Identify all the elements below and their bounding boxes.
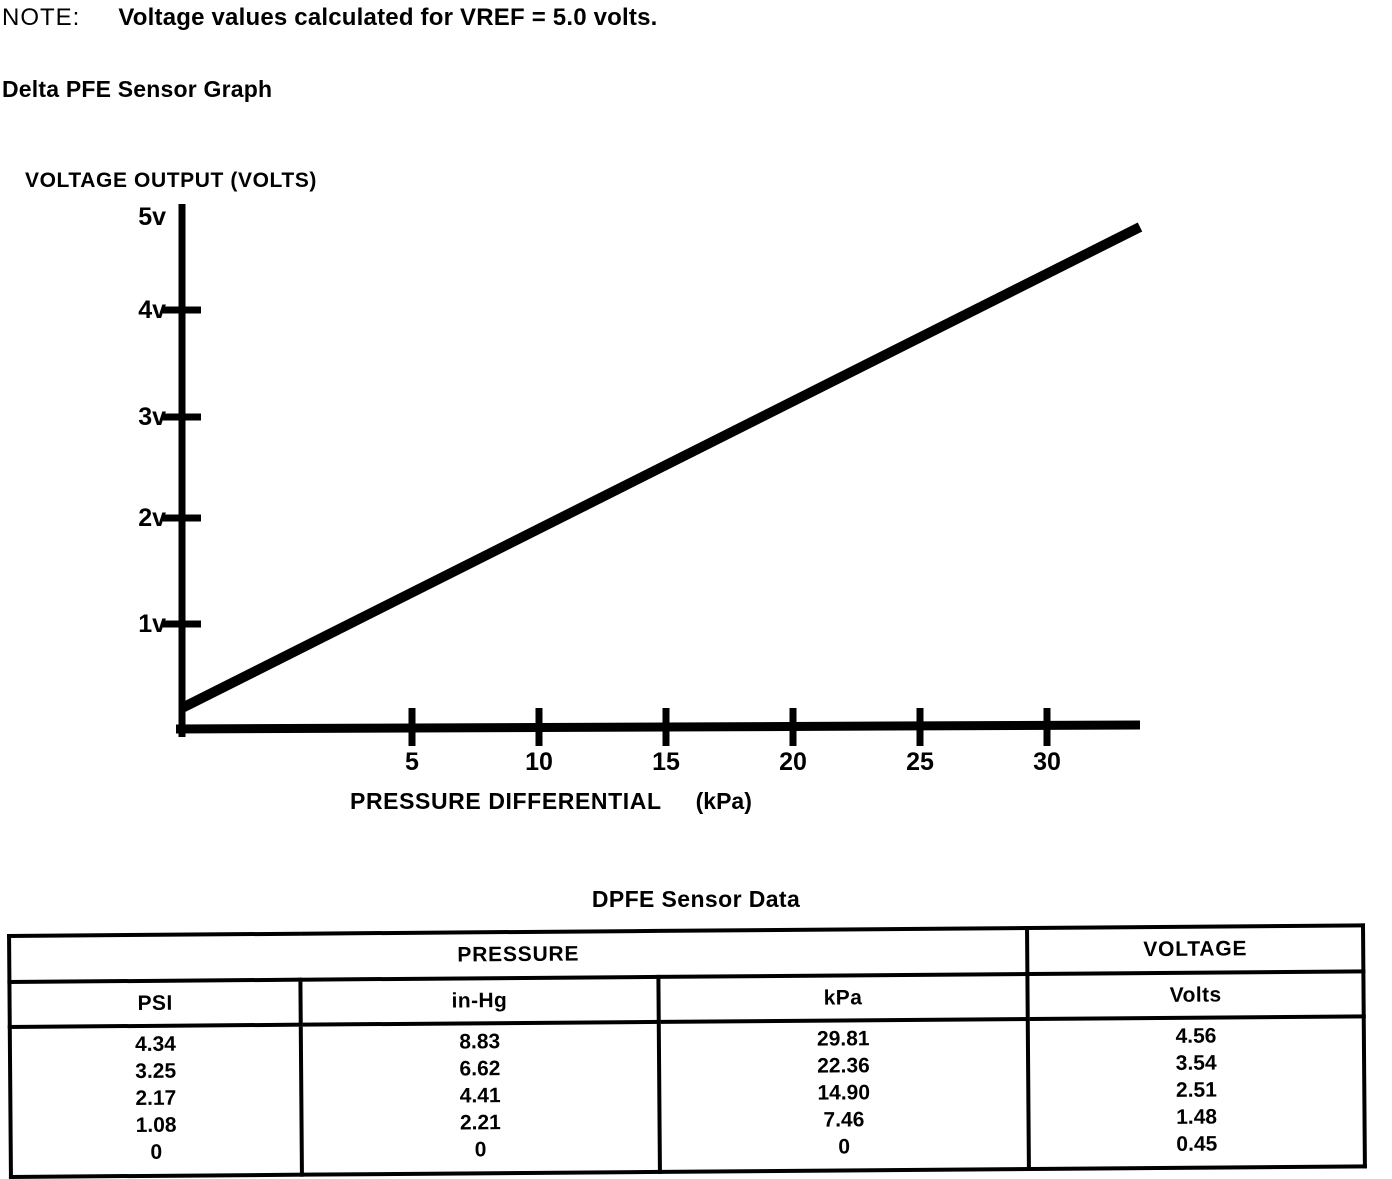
graph-heading: Delta PFE Sensor Graph (2, 76, 273, 102)
x-tick-label-15: 15 (652, 748, 680, 776)
volts-value: 1.48 (1176, 1105, 1218, 1129)
note-row: NOTE: Voltage values calculated for VREF… (2, 4, 658, 32)
table-title: DPFE Sensor Data (591, 886, 801, 912)
inhg-value: 2.21 (459, 1111, 501, 1135)
volts-value: 2.51 (1175, 1078, 1217, 1102)
kpa-value: 0 (838, 1135, 851, 1159)
psi-value: 1.08 (135, 1113, 177, 1137)
column-header-volts: Volts (1027, 971, 1364, 1019)
note-text: Voltage values calculated for VREF = 5.0… (118, 4, 658, 31)
y-tick-label-5v: 5v (138, 203, 166, 231)
psi-value: 4.34 (134, 1032, 176, 1057)
column-header-inhg: in-Hg (300, 976, 659, 1025)
x-tick-label-30: 30 (1033, 748, 1061, 776)
x-tick-label-20: 20 (779, 748, 807, 776)
inhg-value: 0 (474, 1138, 487, 1162)
x-axis-unit: (kPa) (695, 788, 752, 814)
y-tick-label-1v: 1v (138, 610, 166, 638)
table-data-row: 4.34 3.25 2.17 1.08 0 8.83 6.62 4.41 2.2… (9, 1016, 1365, 1177)
psi-value: 3.25 (135, 1059, 177, 1084)
group-header-pressure: PRESSURE (9, 927, 1028, 982)
y-tick-label-4v: 4v (138, 296, 166, 324)
group-header-voltage: VOLTAGE (1027, 925, 1364, 974)
dpfe-sensor-chart: VOLTAGE OUTPUT (VOLTS) 5v 4v 3v 2v 1v 5 … (25, 169, 1143, 815)
x-axis-title: PRESSURE DIFFERENTIAL (kPa) (350, 788, 752, 815)
psi-value: 0 (150, 1140, 163, 1164)
inhg-value: 4.41 (459, 1084, 501, 1108)
inhg-value: 8.83 (459, 1030, 501, 1054)
chart-canvas (163, 204, 1143, 746)
x-tick-label-25: 25 (906, 748, 934, 776)
psi-value: 2.17 (135, 1086, 177, 1110)
x-axis-line (175, 720, 1141, 734)
volts-value: 3.54 (1175, 1051, 1217, 1075)
volts-value: 0.45 (1176, 1132, 1218, 1156)
sensor-data-table-wrap: PRESSURE VOLTAGE PSI in-Hg kPa Volts 4.3… (7, 923, 1367, 1179)
sensor-data-table: PRESSURE VOLTAGE PSI in-Hg kPa Volts 4.3… (7, 923, 1367, 1179)
x-tick-label-5: 5 (405, 748, 419, 776)
x-tick-label-10: 10 (525, 748, 553, 776)
kpa-value: 14.90 (817, 1081, 871, 1105)
kpa-values-cell: 29.81 22.36 14.90 7.46 0 (658, 1018, 1030, 1172)
psi-values-cell: 4.34 3.25 2.17 1.08 0 (9, 1024, 303, 1177)
volts-value: 4.56 (1175, 1024, 1217, 1048)
note-label: NOTE: (2, 4, 81, 31)
y-tick-label-3v: 3v (138, 403, 166, 431)
x-axis-title-text: PRESSURE DIFFERENTIAL (350, 788, 662, 814)
volts-values-cell: 4.56 3.54 2.51 1.48 0.45 (1027, 1016, 1365, 1169)
inhg-value: 6.62 (459, 1057, 501, 1081)
inhg-values-cell: 8.83 6.62 4.41 2.21 0 (300, 1021, 660, 1175)
column-header-kpa: kPa (657, 973, 1028, 1022)
column-header-psi: PSI (9, 979, 301, 1027)
sensor-output-line (179, 222, 1143, 713)
y-axis-title: VOLTAGE OUTPUT (VOLTS) (25, 169, 318, 192)
kpa-value: 29.81 (816, 1027, 870, 1051)
kpa-value: 22.36 (817, 1054, 870, 1078)
kpa-value: 7.46 (823, 1108, 865, 1132)
y-tick-label-2v: 2v (138, 504, 166, 532)
